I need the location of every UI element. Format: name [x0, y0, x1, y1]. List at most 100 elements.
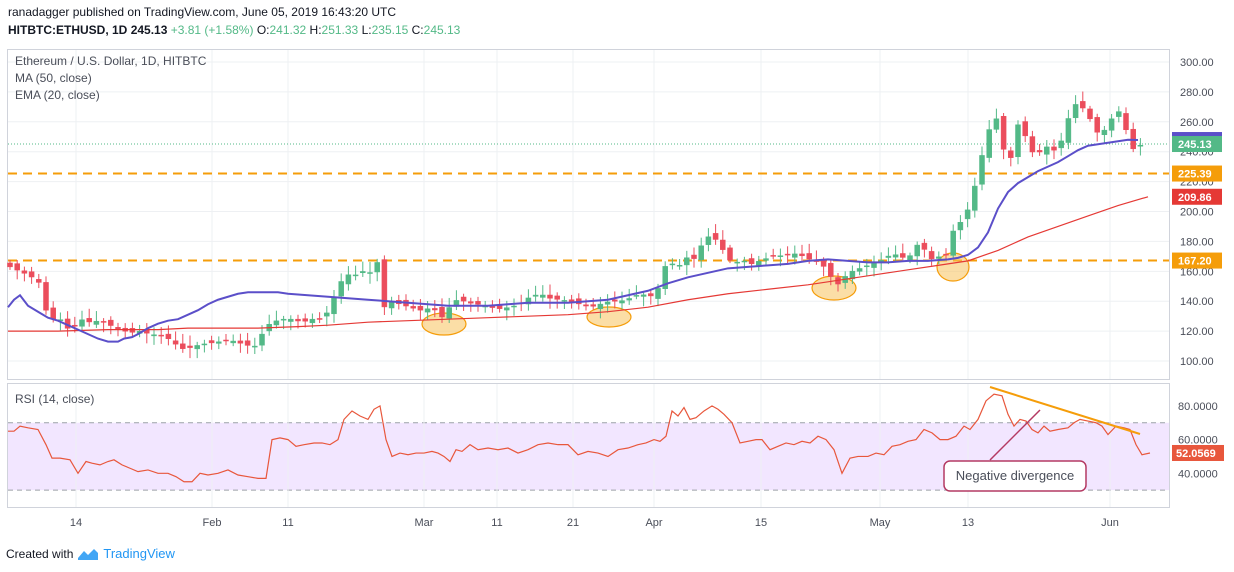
price-label-text: 245.13 — [1178, 139, 1212, 151]
rsi-pane: Negative divergence 40.0000 60.0000 80.000… — [7, 383, 1224, 508]
price-tick-label: 120.00 — [1180, 326, 1214, 338]
candle-body — [316, 318, 323, 320]
price-pane: 100.00120.00140.00160.00180.00200.00220.… — [7, 49, 1222, 380]
candle-body — [741, 260, 748, 263]
close-value: 245.13 — [423, 23, 461, 37]
low-value: 235.15 — [371, 23, 409, 37]
candle-body — [7, 262, 13, 268]
divergence-label: Negative divergence — [956, 468, 1075, 483]
candle-body — [720, 239, 726, 250]
price-tick-label: 260.00 — [1180, 117, 1214, 129]
chart-svg[interactable]: 100.00120.00140.00160.00180.00200.00220.… — [0, 0, 1234, 540]
candle-body — [972, 185, 978, 211]
candle-body — [410, 306, 416, 309]
rsi-tick-label: 40.0000 — [1178, 468, 1218, 480]
price-label-bg — [1172, 188, 1222, 205]
candle-body — [648, 293, 654, 297]
candle-body — [640, 294, 647, 297]
candle-body — [892, 254, 899, 258]
candle-body — [928, 251, 935, 260]
candle-body — [957, 222, 964, 231]
candle-body — [1015, 124, 1021, 158]
candle-body — [468, 301, 474, 304]
created-with-text: Created with — [6, 546, 74, 561]
candle-body — [698, 245, 704, 261]
candle-body — [864, 265, 870, 268]
rsi-pane-border — [7, 383, 1170, 508]
candle-body — [590, 304, 596, 307]
price-label-bg — [1172, 252, 1222, 269]
candle-body — [907, 255, 913, 261]
candle-body — [1051, 146, 1057, 151]
candle-body — [158, 334, 164, 337]
last-price: 245.13 — [130, 23, 168, 37]
candle-body — [914, 244, 920, 257]
price-label-bg — [1172, 136, 1222, 153]
symbol-line: HITBTC:ETHUSD, 1D 245.13 +3.81 (+1.58%) … — [8, 23, 460, 37]
price-axis: 100.00120.00140.00160.00180.00200.00220.… — [1172, 57, 1222, 368]
rsi-tick-label: 80.0000 — [1178, 401, 1218, 413]
candle-body — [72, 324, 78, 327]
price-tick-label: 300.00 — [1180, 57, 1214, 69]
candle-body — [36, 279, 42, 283]
candle-body — [288, 318, 294, 322]
time-tick-label: 14 — [70, 517, 82, 529]
price-pane-border — [7, 49, 1170, 380]
ma-legend: MA (50, close) — [15, 71, 92, 85]
rsi-last-label-bg — [1172, 444, 1224, 461]
close-label: C: — [411, 23, 424, 37]
candle-body — [849, 270, 856, 280]
rsi-axis: 40.0000 60.0000 80.0000 52.0569 — [1172, 401, 1224, 480]
time-tick-label: 11 — [282, 517, 293, 529]
candle-body — [943, 253, 949, 256]
time-tick-label: 13 — [962, 517, 974, 529]
candle-body — [460, 296, 467, 302]
candle-body — [540, 294, 546, 298]
candle-body — [1000, 116, 1007, 150]
time-tick-label: 15 — [755, 517, 767, 529]
candle-body — [532, 294, 539, 297]
price-tick-label: 280.00 — [1180, 87, 1214, 99]
price-label-text: 209.86 — [1178, 192, 1212, 204]
candle-body — [691, 254, 697, 259]
candle-body — [230, 340, 236, 344]
candle-body — [360, 271, 366, 274]
high-value: 251.33 — [321, 23, 359, 37]
footer: Created with TradingView — [6, 546, 175, 561]
candle-body — [129, 328, 136, 333]
candle-body — [21, 270, 28, 274]
ma-50-line — [8, 196, 1149, 332]
pattern-ellipses — [421, 252, 970, 336]
candle-body — [756, 261, 762, 266]
candle-body — [1029, 136, 1036, 153]
price-change: +3.81 (+1.58%) — [170, 23, 254, 37]
candle-body — [612, 299, 618, 302]
rsi-last-label-text: 52.0569 — [1176, 448, 1216, 460]
candles — [7, 91, 1144, 359]
open-value: 241.32 — [269, 23, 307, 37]
candle-body — [14, 263, 20, 271]
candle-body — [828, 263, 834, 277]
grid — [8, 50, 1169, 379]
candle-body — [770, 255, 776, 257]
symbol: HITBTC:ETHUSD, 1D — [8, 23, 128, 37]
candle-body — [950, 230, 956, 256]
candle-body — [180, 343, 186, 349]
candle-body — [309, 318, 316, 324]
candle-body — [1108, 118, 1115, 131]
candle-body — [252, 345, 258, 348]
candle-body — [597, 303, 604, 310]
candle-body — [547, 294, 553, 299]
price-label: 245.13 — [1172, 136, 1222, 153]
high-label: H: — [309, 23, 322, 37]
candle-body — [194, 345, 200, 350]
candle-body — [504, 307, 510, 311]
candle-body — [979, 155, 985, 185]
candle-body — [633, 295, 640, 297]
time-axis: 14 Feb 11 Mar 11 21 Apr 15 May 13 Jun — [70, 517, 1119, 529]
candle-body — [734, 261, 740, 264]
time-tick-label: Jun — [1101, 517, 1119, 529]
tradingview-brand[interactable]: TradingView — [103, 546, 175, 561]
candle-body — [100, 321, 107, 323]
candle-body — [784, 253, 791, 256]
